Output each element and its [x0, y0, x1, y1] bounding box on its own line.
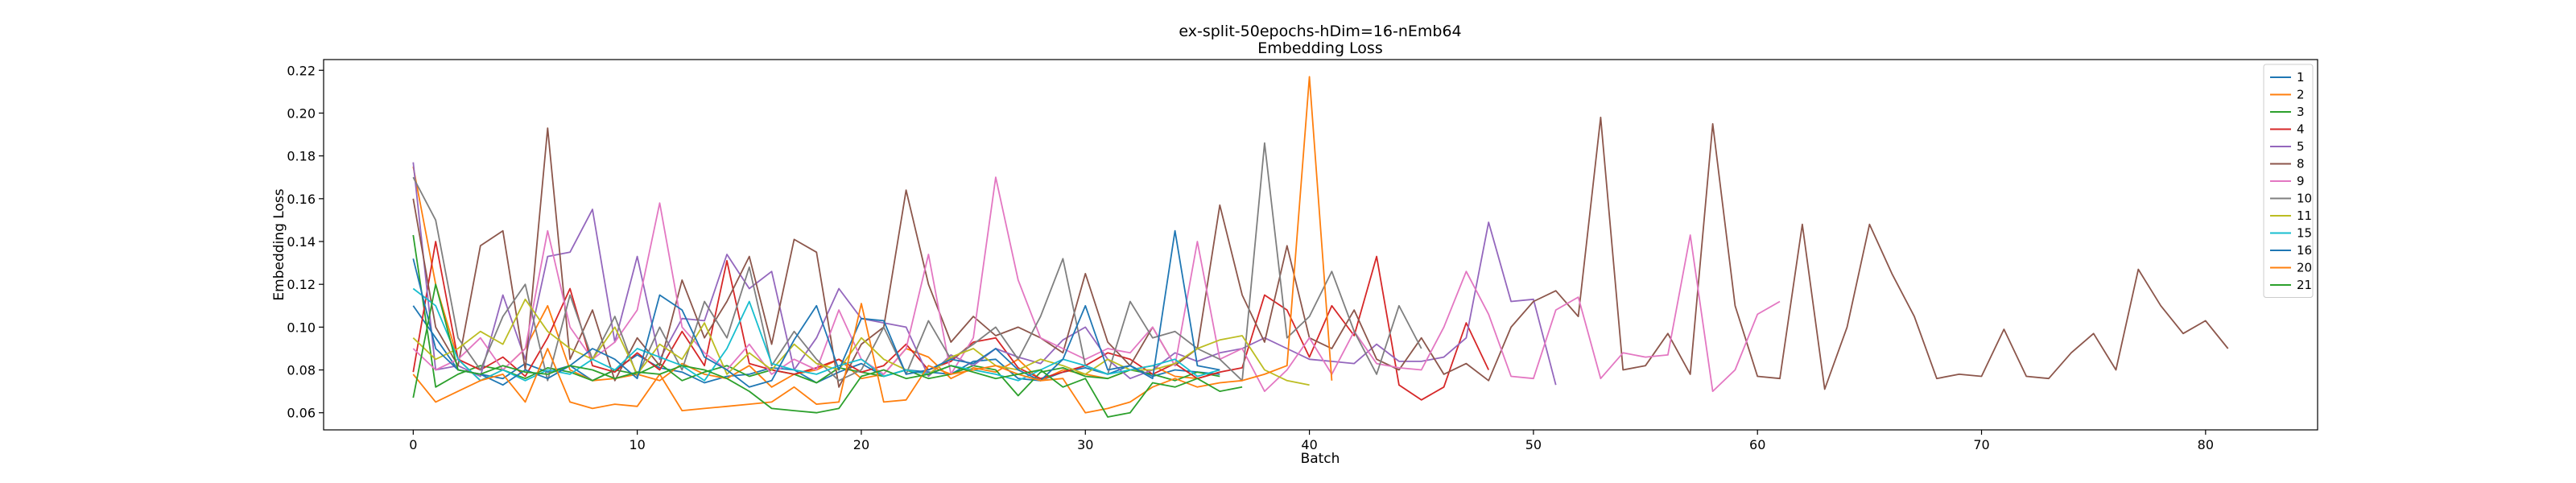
series-line-10 [412, 142, 1422, 382]
x-tick-label: 10 [629, 437, 645, 452]
legend-label: 21 [2297, 278, 2312, 292]
series-line-9 [412, 176, 1781, 393]
legend-label: 15 [2297, 226, 2312, 241]
legend-label: 11 [2297, 208, 2312, 223]
y-tick-label: 0.22 [287, 63, 316, 78]
chart-subtitle: Embedding Loss [1257, 39, 1382, 57]
y-tick-label: 0.20 [287, 105, 316, 121]
series-line-21 [412, 283, 1243, 418]
legend-label: 3 [2297, 105, 2305, 119]
x-tick-label: 20 [853, 437, 869, 452]
series-line-11 [412, 298, 1310, 386]
legend-label: 4 [2297, 122, 2305, 137]
legend-label: 2 [2297, 88, 2305, 102]
x-tick-label: 40 [1301, 437, 1317, 452]
y-tick-label: 0.12 [287, 277, 316, 292]
legend-label: 5 [2297, 139, 2305, 154]
x-tick-label: 30 [1077, 437, 1093, 452]
x-tick-label: 0 [409, 437, 417, 452]
plot-frame [323, 59, 2318, 431]
legend-label: 1 [2297, 70, 2305, 85]
x-tick-label: 60 [1749, 437, 1765, 452]
legend-label: 8 [2297, 157, 2305, 171]
y-tick-label: 0.14 [287, 234, 316, 250]
y-tick-label: 0.06 [287, 406, 316, 421]
chart-title: ex-split-50epochs-hDim=16-nEmb64 [1179, 23, 1461, 40]
x-tick-label: 80 [2198, 437, 2214, 452]
series-line-20 [412, 76, 1333, 414]
series-lines [412, 76, 2229, 418]
x-tick-label: 70 [1973, 437, 1989, 452]
y-axis: 0.06 0.08 0.10 0.12 0.14 0.16 0.18 0.20 0.22 [287, 63, 324, 421]
legend-label: 10 [2297, 192, 2312, 206]
legend-label: 9 [2297, 174, 2305, 188]
legend-label: 16 [2297, 243, 2312, 258]
legend: 1 2 3 4 5 8 9 10 11 15 16 20 21 [2263, 64, 2314, 298]
x-axis: 0 10 20 30 40 50 60 70 80 [409, 430, 2214, 452]
x-tick-label: 50 [1525, 437, 1542, 452]
series-line-15 [412, 287, 1220, 382]
series-line-3 [412, 234, 1220, 397]
y-tick-label: 0.08 [287, 363, 316, 378]
y-axis-label: Embedding Loss [271, 188, 287, 300]
legend-label: 20 [2297, 261, 2312, 275]
x-axis-label: Batch [1301, 451, 1340, 467]
series-line-4 [412, 241, 1490, 401]
series-line-16 [412, 229, 1220, 388]
series-line-8 [412, 116, 2229, 390]
y-tick-label: 0.16 [287, 192, 316, 207]
y-tick-label: 0.18 [287, 149, 316, 164]
y-tick-label: 0.10 [287, 320, 316, 335]
